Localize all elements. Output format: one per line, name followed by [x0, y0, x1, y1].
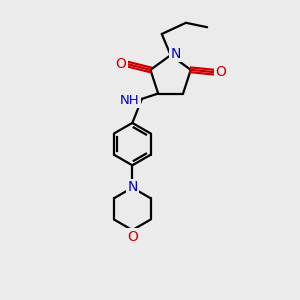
Text: N: N	[127, 180, 137, 194]
Text: O: O	[215, 65, 226, 79]
Text: O: O	[116, 57, 126, 71]
Text: O: O	[127, 230, 138, 244]
Text: N: N	[171, 47, 181, 61]
Text: NH: NH	[120, 94, 140, 107]
